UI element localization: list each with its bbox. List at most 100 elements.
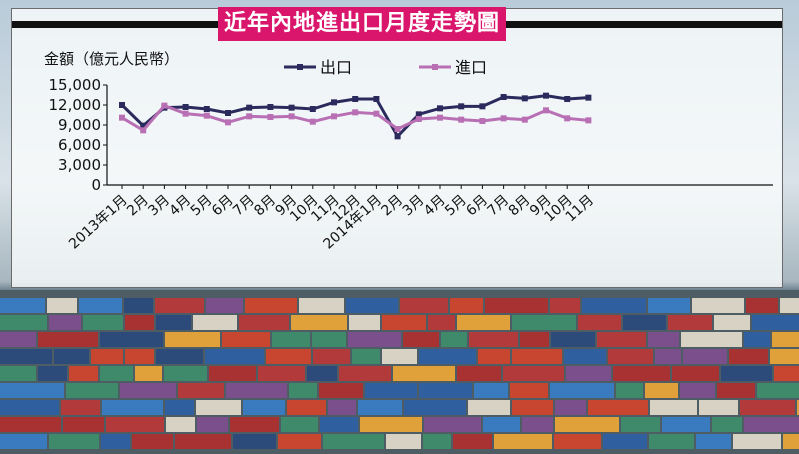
shipping-container <box>0 349 52 364</box>
shipping-container <box>352 349 380 364</box>
shipping-container <box>245 298 297 313</box>
shipping-container <box>550 298 580 313</box>
shipping-container <box>740 400 795 415</box>
shipping-container <box>382 349 417 364</box>
shipping-container <box>299 298 344 313</box>
data-point <box>203 112 210 119</box>
data-point <box>373 110 380 117</box>
shipping-container <box>319 383 363 398</box>
shipping-container <box>320 417 358 432</box>
data-point <box>161 102 168 109</box>
shipping-container <box>623 315 666 330</box>
shipping-container <box>393 366 455 381</box>
shipping-container <box>101 434 130 449</box>
shipping-container <box>729 349 768 364</box>
shipping-container <box>106 417 164 432</box>
shipping-container <box>386 434 421 449</box>
shipping-container <box>474 383 508 398</box>
data-point <box>331 99 337 106</box>
data-point <box>246 104 253 111</box>
shipping-container <box>588 400 648 415</box>
shipping-container <box>692 298 744 313</box>
data-point <box>119 102 125 108</box>
shipping-container <box>403 332 439 347</box>
shipping-container <box>668 315 712 330</box>
data-point <box>543 92 549 99</box>
shipping-container <box>358 400 402 415</box>
shipping-container <box>346 298 398 313</box>
y-tick-label: 3,000 <box>58 156 101 174</box>
shipping-container <box>258 366 305 381</box>
shipping-container <box>63 417 104 432</box>
shipping-container <box>100 332 163 347</box>
data-point <box>182 110 189 117</box>
shipping-container <box>428 315 455 330</box>
shipping-container <box>313 349 350 364</box>
shipping-container <box>205 349 264 364</box>
data-point <box>246 113 253 120</box>
shipping-container <box>132 434 173 449</box>
shipping-container <box>66 383 118 398</box>
data-point <box>585 94 592 101</box>
shipping-container <box>102 400 163 415</box>
shipping-container <box>222 332 270 347</box>
data-point <box>564 96 571 102</box>
shipping-container <box>566 366 611 381</box>
shipping-container <box>230 417 279 432</box>
shipping-container <box>681 332 742 347</box>
shipping-container <box>323 434 384 449</box>
shipping-container <box>419 349 476 364</box>
shipping-container <box>555 417 619 432</box>
chart-title: 近年內地進出口月度走勢圖 <box>218 7 507 41</box>
data-point <box>500 115 507 122</box>
shipping-container <box>281 417 318 432</box>
y-tick-label: 12,000 <box>49 96 102 114</box>
shipping-container <box>696 434 731 449</box>
shipping-container <box>100 366 133 381</box>
shipping-container <box>423 434 451 449</box>
data-point <box>415 116 422 122</box>
shipping-container <box>744 417 799 432</box>
shipping-container <box>613 366 670 381</box>
shipping-container <box>450 298 483 313</box>
shipping-container <box>662 417 710 432</box>
shipping-container <box>699 400 738 415</box>
data-point <box>309 118 316 125</box>
chart-panel <box>11 8 783 288</box>
shipping-container <box>79 298 122 313</box>
shipping-container <box>522 417 553 432</box>
shipping-container <box>307 366 337 381</box>
y-tick-label: 15,000 <box>49 76 102 94</box>
shipping-container <box>721 366 772 381</box>
legend-label: 出口 <box>320 58 352 77</box>
shipping-container <box>91 349 123 364</box>
shipping-container <box>655 349 681 364</box>
shipping-container <box>0 298 45 313</box>
shipping-container <box>469 332 518 347</box>
shipping-container <box>510 383 548 398</box>
data-point <box>288 104 295 111</box>
shipping-container <box>453 434 492 449</box>
data-point <box>373 96 380 102</box>
data-point <box>203 106 210 112</box>
shipping-container <box>124 298 153 313</box>
shipping-container <box>175 434 231 449</box>
shipping-container <box>178 383 224 398</box>
y-tick-label: 9,000 <box>58 116 101 134</box>
shipping-container <box>744 332 770 347</box>
shipping-container <box>717 383 755 398</box>
shipping-container <box>47 298 77 313</box>
data-point <box>140 127 147 134</box>
shipping-container <box>621 417 660 432</box>
shipping-container <box>83 315 123 330</box>
data-point <box>458 103 465 110</box>
data-point <box>352 96 359 102</box>
shipping-container <box>278 434 321 449</box>
shipping-container <box>165 332 220 347</box>
shipping-container <box>289 383 317 398</box>
legend-label: 進口 <box>455 58 487 77</box>
shipping-container <box>512 349 562 364</box>
shipping-container <box>550 383 614 398</box>
data-point <box>394 133 401 140</box>
